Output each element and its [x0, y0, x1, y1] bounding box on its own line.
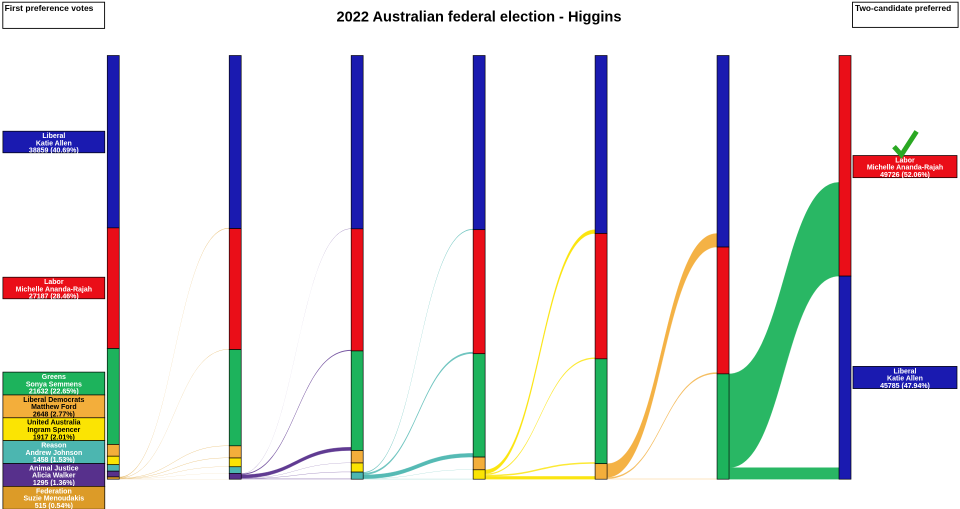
svg-text:Labor: Labor — [895, 157, 915, 164]
svg-text:First preference votes: First preference votes — [5, 3, 94, 13]
svg-text:Alicia Walker: Alicia Walker — [32, 473, 76, 480]
svg-text:2648 (2.77%): 2648 (2.77%) — [33, 411, 75, 418]
svg-text:Michelle Ananda-Rajah: Michelle Ananda-Rajah — [16, 286, 92, 293]
svg-text:2022 Australian federal electi: 2022 Australian federal election - Higgi… — [337, 10, 622, 26]
svg-text:1458 (1.53%): 1458 (1.53%) — [33, 457, 75, 464]
svg-text:Katie Allen: Katie Allen — [887, 376, 923, 383]
svg-text:27187 (28.46%): 27187 (28.46%) — [29, 294, 79, 301]
svg-text:Liberal: Liberal — [894, 368, 917, 375]
svg-text:Matthew Ford: Matthew Ford — [31, 404, 77, 411]
svg-text:1917 (2.01%): 1917 (2.01%) — [33, 434, 75, 441]
svg-text:Two-candidate preferred: Two-candidate preferred — [855, 3, 951, 13]
svg-text:Suzie Menoudakis: Suzie Menoudakis — [24, 496, 85, 503]
svg-text:Liberal: Liberal — [42, 133, 65, 140]
svg-text:Federation: Federation — [36, 488, 72, 495]
svg-text:Michelle Ananda-Rajah: Michelle Ananda-Rajah — [867, 165, 943, 172]
svg-text:Greens: Greens — [42, 374, 66, 381]
svg-text:515 (0.54%): 515 (0.54%) — [35, 503, 73, 509]
svg-text:Katie Allen: Katie Allen — [36, 140, 72, 147]
svg-text:21632 (22.65%): 21632 (22.65%) — [29, 389, 79, 396]
svg-text:Labor: Labor — [44, 279, 64, 286]
svg-text:45785 (47.94%): 45785 (47.94%) — [880, 383, 930, 390]
svg-text:Andrew Johnson: Andrew Johnson — [25, 450, 82, 457]
svg-text:Animal Justice: Animal Justice — [29, 465, 79, 472]
svg-text:Liberal Democrats: Liberal Democrats — [23, 397, 84, 404]
svg-text:49726 (52.06%): 49726 (52.06%) — [880, 172, 930, 179]
svg-text:Reason: Reason — [41, 443, 66, 450]
svg-text:38859 (40.69%): 38859 (40.69%) — [29, 148, 79, 155]
svg-text:United Australia: United Australia — [27, 420, 81, 427]
svg-text:1295 (1.36%): 1295 (1.36%) — [33, 480, 75, 487]
svg-text:Ingram Spencer: Ingram Spencer — [27, 427, 80, 434]
svg-text:Sonya Semmens: Sonya Semmens — [26, 381, 82, 388]
